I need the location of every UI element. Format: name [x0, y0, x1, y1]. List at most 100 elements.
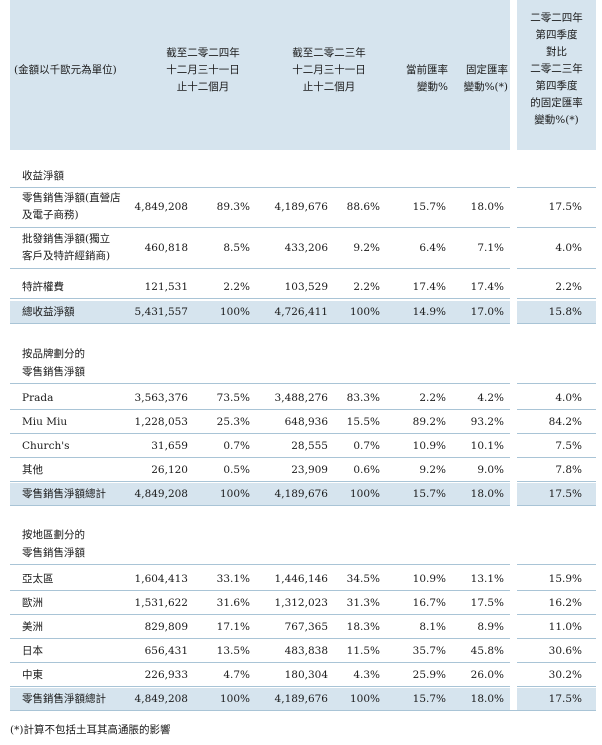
total-row-q4-background	[517, 301, 596, 323]
cell-cur: 8.1%	[419, 621, 446, 633]
cell-cur: 15.7%	[412, 693, 446, 705]
section-title-2-1: 零售銷售淨額	[22, 547, 85, 559]
cell-v2024: 5,431,557	[134, 306, 188, 318]
cell-v2023: 4,726,411	[274, 306, 328, 318]
section-rule-0	[10, 187, 596, 188]
row-label: 客戶及特許經銷商)	[22, 250, 111, 262]
cell-q4: 15.9%	[548, 573, 582, 585]
row-rule	[10, 481, 596, 482]
cell-p2023: 88.6%	[346, 201, 380, 213]
cell-q4: 17.5%	[548, 201, 582, 213]
row-label: 美洲	[22, 621, 43, 633]
cell-v2023: 103,529	[284, 281, 328, 293]
cell-q4: 4.0%	[555, 392, 582, 404]
cell-q4: 17.5%	[548, 488, 582, 500]
header-2023-line-2: 止十二個月	[302, 81, 356, 93]
row-label: 其他	[22, 464, 43, 476]
cell-p2023: 15.5%	[346, 416, 380, 428]
total-row-q4-background	[517, 483, 596, 505]
cell-const: 18.0%	[470, 201, 504, 213]
row-rule	[10, 614, 596, 615]
row-label: Miu Miu	[22, 416, 68, 428]
cell-v2023: 648,936	[284, 416, 328, 428]
header-current-fx-line-0: 當前匯率	[406, 64, 448, 76]
cell-q4: 84.2%	[548, 416, 582, 428]
cell-const: 26.0%	[470, 669, 504, 681]
header-q4-line-3: 二零二三年	[530, 63, 583, 75]
cell-const: 17.4%	[470, 281, 504, 293]
section-title-2-0: 按地區劃分的	[22, 529, 85, 541]
row-label: 零售銷售淨額總計	[22, 488, 106, 500]
cell-v2023: 180,304	[284, 669, 328, 681]
cell-cur: 15.7%	[412, 488, 446, 500]
header-q4-line-0: 二零二四年	[530, 12, 583, 24]
row-label: 歐洲	[22, 597, 43, 609]
cell-v2024: 226,933	[144, 669, 188, 681]
unit-label: (金額以千歐元為單位)	[14, 64, 117, 76]
header-current-fx-line-1: 變動%	[417, 81, 448, 93]
cell-v2023: 28,555	[291, 440, 328, 452]
cell-p2023: 18.3%	[346, 621, 380, 633]
row-rule	[10, 457, 596, 458]
cell-v2024: 1,604,413	[134, 573, 188, 585]
cell-q4: 17.5%	[548, 693, 582, 705]
cell-v2023: 1,312,023	[274, 597, 328, 609]
row-label: Prada	[22, 392, 54, 404]
row-rule	[10, 662, 596, 663]
header-background	[10, 0, 510, 150]
cell-v2023: 3,488,276	[274, 392, 328, 404]
row-rule	[10, 638, 596, 639]
cell-cur: 14.9%	[412, 306, 446, 318]
q4-column-gap	[510, 150, 517, 710]
section-rule-2	[10, 564, 596, 565]
cell-p2023: 0.7%	[353, 440, 380, 452]
cell-p2023: 100%	[349, 693, 380, 705]
row-label: 零售銷售淨額(直營店	[22, 192, 121, 204]
header-2024-line-1: 十二月三十一日	[166, 64, 240, 76]
cell-p2024: 2.2%	[223, 281, 250, 293]
cell-cur: 2.2%	[419, 392, 446, 404]
cell-q4: 4.0%	[555, 242, 582, 254]
cell-v2023: 483,838	[284, 645, 328, 657]
cell-p2024: 4.7%	[223, 669, 250, 681]
row-rule	[10, 409, 596, 410]
cell-p2024: 17.1%	[216, 621, 250, 633]
cell-v2023: 767,365	[284, 621, 328, 633]
cell-p2023: 0.6%	[353, 464, 380, 476]
section-title-1-1: 零售銷售淨額	[22, 366, 85, 378]
cell-q4: 15.8%	[548, 306, 582, 318]
cell-p2024: 8.5%	[223, 242, 250, 254]
cell-const: 17.0%	[470, 306, 504, 318]
cell-p2023: 100%	[349, 306, 380, 318]
header-2024-line-2: 止十二個月	[176, 81, 230, 93]
cell-cur: 15.7%	[412, 201, 446, 213]
cell-v2024: 460,818	[144, 242, 188, 254]
cell-q4: 7.8%	[555, 464, 582, 476]
cell-v2024: 4,849,208	[134, 693, 188, 705]
q4-header-background	[517, 0, 596, 150]
cell-v2024: 3,563,376	[134, 392, 188, 404]
cell-v2023: 4,189,676	[274, 693, 328, 705]
cell-cur: 10.9%	[412, 440, 446, 452]
row-label: 亞太區	[22, 573, 54, 585]
cell-v2024: 1,531,622	[134, 597, 188, 609]
cell-const: 18.0%	[470, 488, 504, 500]
total-row-background	[10, 301, 510, 323]
cell-const: 8.9%	[477, 621, 504, 633]
row-label: 日本	[22, 645, 43, 657]
cell-v2024: 4,849,208	[134, 201, 188, 213]
header-q4-line-5: 的固定匯率	[530, 97, 583, 109]
cell-v2023: 4,189,676	[274, 488, 328, 500]
cell-p2024: 25.3%	[216, 416, 250, 428]
header-q4-line-4: 第四季度	[535, 80, 578, 92]
cell-v2024: 656,431	[144, 645, 188, 657]
header-constant-fx-line-0: 固定匯率	[466, 64, 508, 76]
cell-const: 7.1%	[477, 242, 504, 254]
cell-p2024: 100%	[219, 488, 250, 500]
cell-v2023: 23,909	[291, 464, 328, 476]
cell-q4: 2.2%	[555, 281, 582, 293]
total-row-background	[10, 483, 510, 505]
row-label: 中東	[22, 669, 43, 681]
row-rule	[10, 298, 596, 299]
row-rule	[10, 590, 596, 591]
